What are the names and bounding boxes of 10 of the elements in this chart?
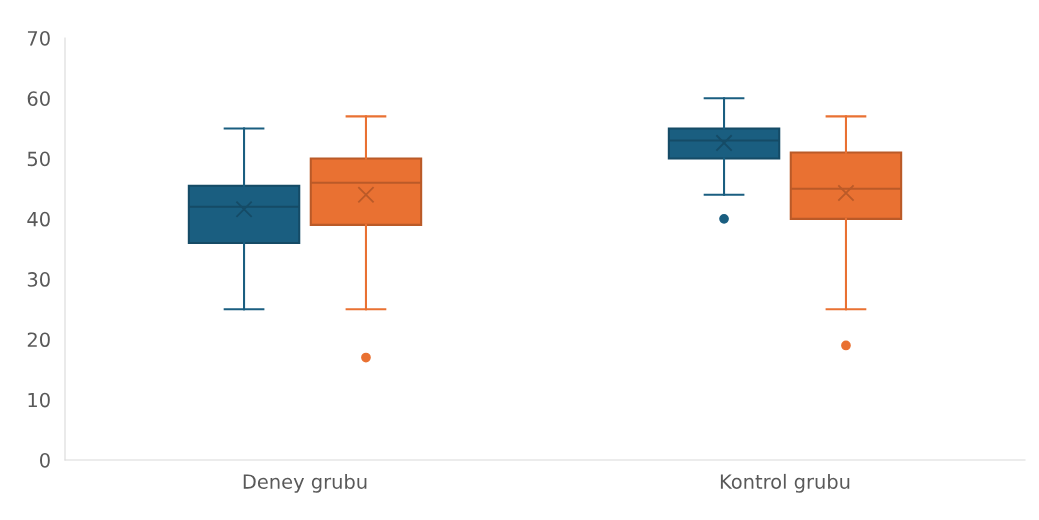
x-tick-label: Deney grubu (243, 473, 367, 493)
y-tick-label: 60 (27, 91, 50, 106)
y-tick-label: 0 (40, 452, 50, 468)
y-tick-label: 40 (27, 211, 50, 227)
y-tick-label: 30 (27, 272, 50, 287)
y-tick-label: 70 (27, 30, 50, 46)
y-tick-label: 20 (27, 332, 50, 348)
y-tick-label: 50 (27, 151, 50, 167)
y-tick-label: 10 (28, 392, 50, 408)
x-tick-label: Kontrol grubu (720, 473, 850, 493)
